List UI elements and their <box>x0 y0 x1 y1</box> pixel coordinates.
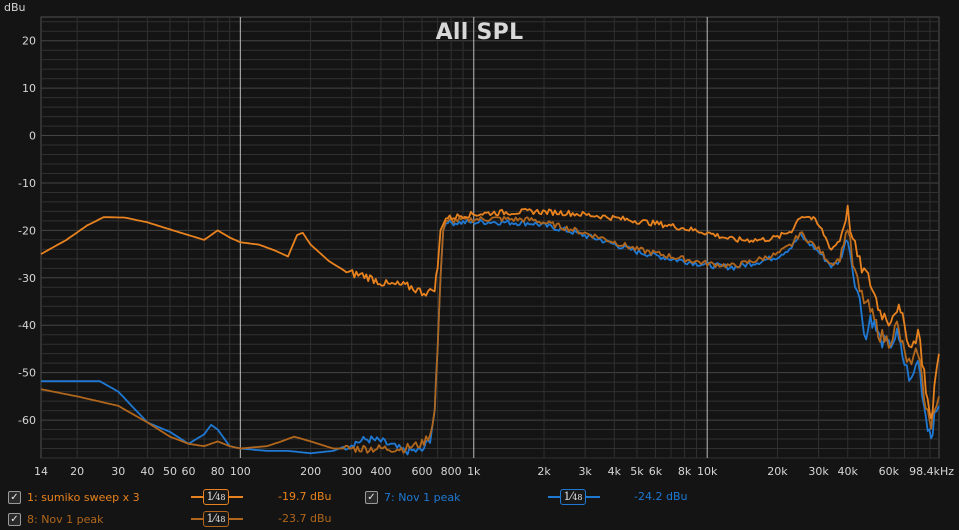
checkbox-checked-icon[interactable]: ✓ <box>365 490 378 504</box>
x-tick-label: 2k <box>537 465 551 478</box>
x-tick-label: 1k <box>467 465 481 478</box>
y-tick-label: -40 <box>18 319 36 332</box>
x-tick-label: 200 <box>300 465 321 478</box>
smoothing-control[interactable]: 1⁄48 <box>191 487 243 507</box>
y-tick-label: -20 <box>18 224 36 237</box>
x-tick-label: 60 <box>182 465 196 478</box>
x-tick-label: 80 <box>211 465 225 478</box>
y-tick-label: -60 <box>18 414 36 427</box>
level-readout: -23.7 dBu <box>278 512 332 525</box>
x-tick-label: 300 <box>341 465 362 478</box>
checkbox-checked-icon[interactable]: ✓ <box>8 512 21 526</box>
plot-area <box>40 16 940 459</box>
x-tick-label: 10k <box>697 465 718 478</box>
x-tick-label: 6k <box>649 465 663 478</box>
x-tick-label: 30 <box>111 465 125 478</box>
legend-item-nov1-peak-8[interactable]: ✓ 8: Nov 1 peak <box>8 509 104 529</box>
y-tick-label: -10 <box>18 177 36 190</box>
x-tick-label: 50 <box>163 465 177 478</box>
legend-label: 8: Nov 1 peak <box>27 512 104 526</box>
smoothing-control[interactable]: 1⁄48 <box>191 509 243 529</box>
x-tick-label: 60k <box>879 465 900 478</box>
x-tick-label: 98.4kHz <box>909 465 954 478</box>
x-tick-label: 600 <box>411 465 432 478</box>
level-readout: -24.2 dBu <box>634 490 688 503</box>
x-tick-label: 20k <box>767 465 788 478</box>
y-tick-label: 0 <box>29 130 36 143</box>
series-line <box>41 218 940 456</box>
x-tick-label: 3k <box>578 465 592 478</box>
x-tick-label: 20 <box>70 465 84 478</box>
x-tick-label: 14 <box>34 465 48 478</box>
x-tick-label: 400 <box>370 465 391 478</box>
legend-label: 7: Nov 1 peak <box>384 490 461 504</box>
legend-label: 1: sumiko sweep x 3 <box>27 490 140 504</box>
smoothing-value[interactable]: 1⁄48 <box>560 489 586 505</box>
smoothing-control[interactable]: 1⁄48 <box>548 487 600 507</box>
x-tick-label: 800 <box>441 465 462 478</box>
series-line <box>40 216 940 454</box>
x-tick-label: 100 <box>230 465 251 478</box>
legend-item-nov1-peak-7[interactable]: ✓ 7: Nov 1 peak <box>365 487 461 507</box>
x-tick-label: 4k <box>608 465 622 478</box>
series-line <box>40 204 940 420</box>
x-tick-label: 40k <box>838 465 859 478</box>
y-tick-label: 20 <box>22 35 36 48</box>
checkbox-checked-icon[interactable]: ✓ <box>8 490 21 504</box>
y-tick-label: -50 <box>18 367 36 380</box>
x-tick-label: 40 <box>140 465 154 478</box>
legend: ✓ 1: sumiko sweep x 3 1⁄48 -19.7 dBu ✓ 8… <box>0 484 959 530</box>
y-axis-unit-label: dBu <box>4 1 26 14</box>
x-tick-label: 30k <box>808 465 829 478</box>
legend-item-sumiko-sweep[interactable]: ✓ 1: sumiko sweep x 3 <box>8 487 140 507</box>
level-readout: -19.7 dBu <box>278 490 332 503</box>
x-tick-label: 5k <box>630 465 644 478</box>
smoothing-value[interactable]: 1⁄48 <box>203 511 229 527</box>
y-tick-label: -30 <box>18 272 36 285</box>
smoothing-value[interactable]: 1⁄48 <box>203 489 229 505</box>
y-tick-label: 10 <box>22 82 36 95</box>
x-tick-label: 8k <box>678 465 692 478</box>
